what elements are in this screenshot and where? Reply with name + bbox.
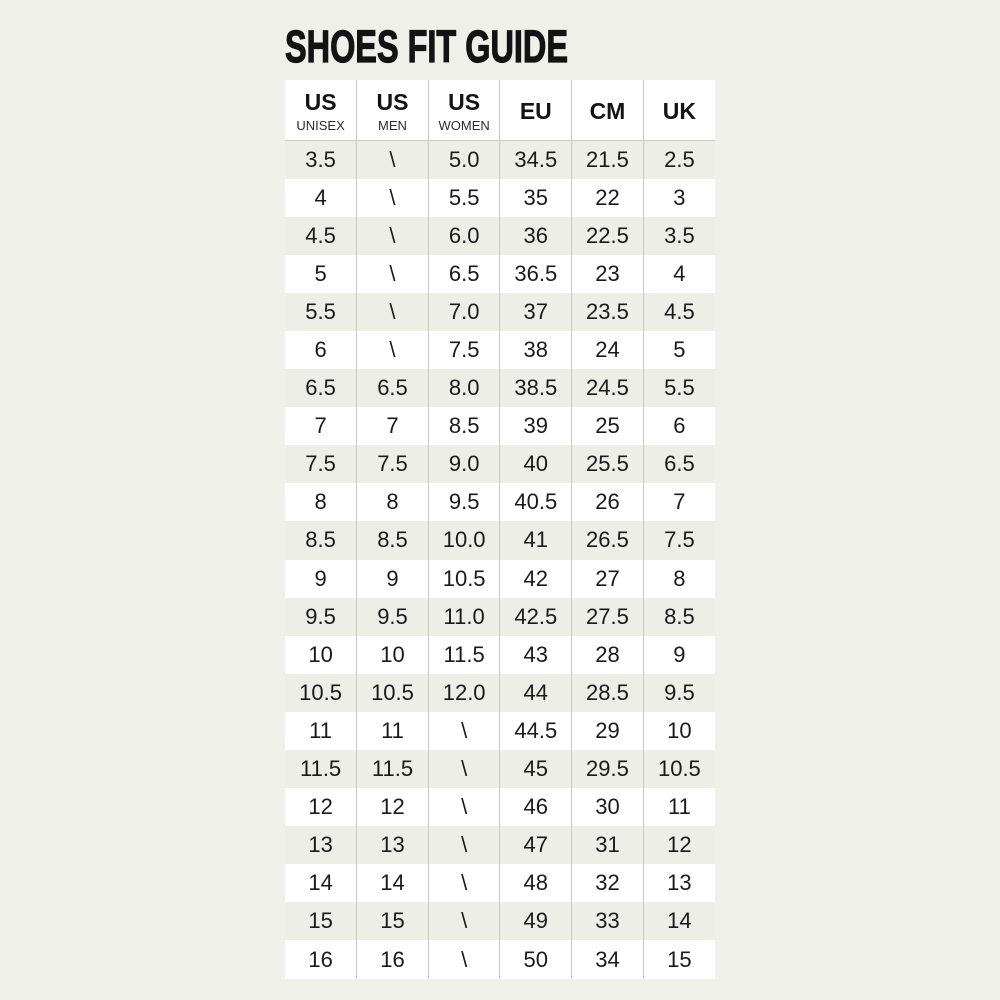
svg-text:SHOES FIT GUIDE: SHOES FIT GUIDE [285,21,568,72]
